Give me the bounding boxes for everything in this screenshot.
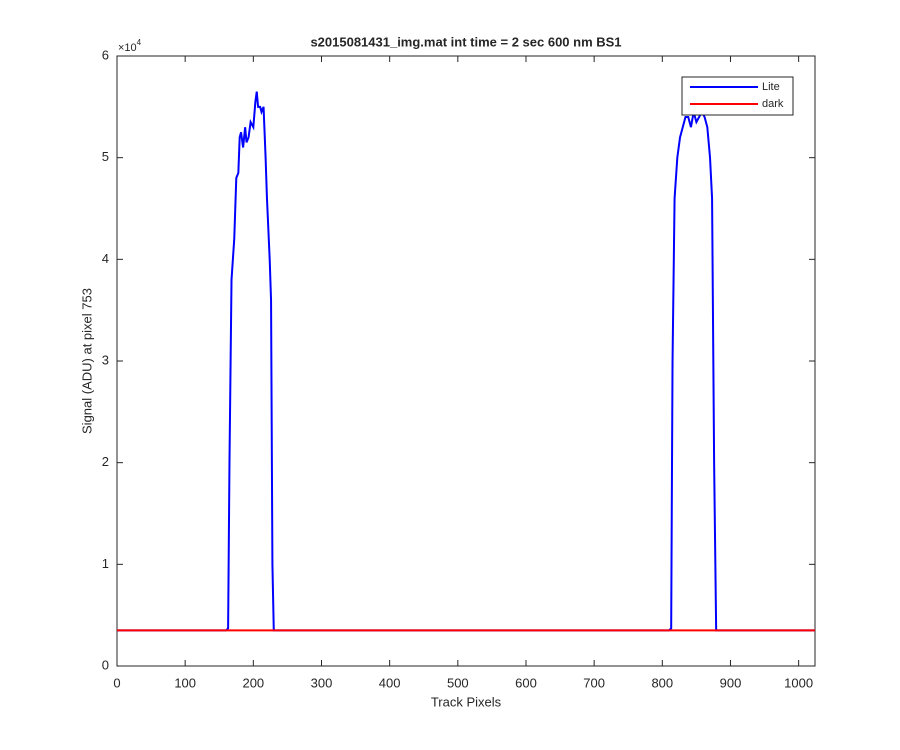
legend-label: dark (762, 98, 784, 110)
y-tick-label: 4 (102, 251, 109, 266)
y-exponent-base: ×10 (118, 42, 137, 54)
x-tick-label: 600 (515, 675, 537, 690)
y-tick-label: 3 (102, 352, 109, 367)
x-tick-label: 700 (583, 675, 605, 690)
x-tick-label: 200 (242, 675, 264, 690)
x-tick-label: 800 (651, 675, 673, 690)
y-exponent: ×104 (118, 38, 142, 54)
legend: Lite dark (681, 76, 794, 116)
x-tick-label: 500 (447, 675, 469, 690)
x-tick-label: 100 (174, 675, 196, 690)
x-tick-label: 900 (720, 675, 742, 690)
y-tick-label: 6 (102, 47, 109, 62)
y-tick-label: 5 (102, 149, 109, 164)
y-axis-label: Signal (ADU) at pixel 753 (79, 288, 94, 434)
series-line (117, 91, 815, 632)
y-tick-label: 2 (102, 454, 109, 469)
x-tick-label: 1000 (784, 675, 813, 690)
x-tick-label: 0 (113, 675, 120, 690)
x-axis-label: Track Pixels (431, 694, 502, 709)
y-exponent-power: 4 (137, 38, 142, 47)
plot-area (116, 55, 816, 667)
legend-label: Lite (762, 81, 780, 93)
y-tick-label: 0 (102, 657, 109, 672)
y-tick-label: 1 (102, 556, 109, 571)
legend-box (681, 76, 794, 116)
x-tick-label: 300 (311, 675, 333, 690)
x-tick-label: 400 (379, 675, 401, 690)
chart-title: s2015081431_img.mat int time = 2 sec 600… (310, 34, 621, 49)
